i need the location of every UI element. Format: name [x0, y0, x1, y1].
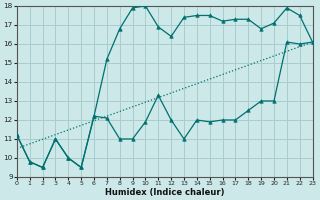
X-axis label: Humidex (Indice chaleur): Humidex (Indice chaleur): [105, 188, 224, 197]
